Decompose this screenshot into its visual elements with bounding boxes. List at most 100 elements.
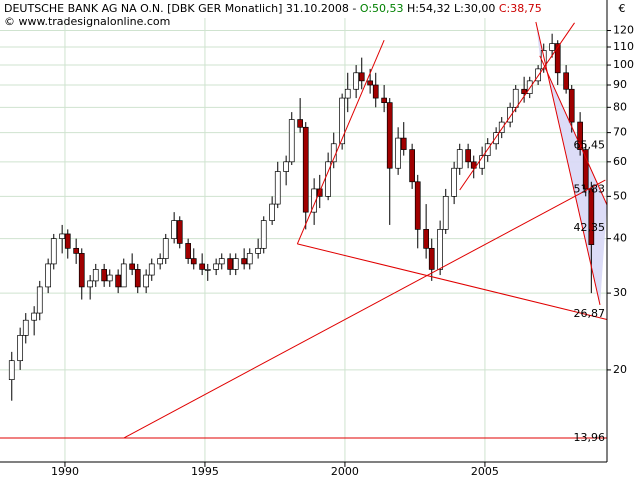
candle-body [554,43,561,74]
candle-body [339,97,345,145]
y-unit: € [619,2,626,15]
candle-body [17,335,24,362]
candle-body [36,286,43,314]
title-part: L:30,00 [454,2,495,15]
candle-body [120,263,127,288]
candle-body [213,263,219,270]
candle-body [479,155,485,169]
candle-body [274,171,281,205]
candle-body [353,72,359,90]
y-tick-label: 120 [613,24,634,37]
candle-body [227,258,233,270]
level-label: 26,87 [574,307,606,320]
candle-body [414,181,421,230]
channel-line [535,21,601,305]
candle-body [59,233,66,239]
y-tick-label: 100 [613,58,634,71]
candle-body [498,121,505,133]
x-tick-label: 1995 [191,465,219,478]
candle-body [31,312,38,321]
chart-title: DEUTSCHE BANK AG NA O.N. [DBK GER Monatl… [4,2,542,15]
level-label: 13,96 [574,431,606,444]
y-tick-label: 90 [613,78,627,91]
candle-body [148,263,155,276]
candle-body [297,119,303,128]
candle-body [568,88,575,123]
candle-body [22,319,29,336]
candle-body [563,72,569,90]
candle-body [269,203,275,221]
candle-body [302,126,309,213]
x-tick-label: 1990 [51,465,79,478]
candle-body [409,149,415,183]
candle-body [456,149,463,169]
subtitle: © www.tradesignalonline.com [4,15,170,28]
trend-line [297,243,607,320]
candle-body [171,220,177,239]
candle-body [395,137,401,169]
candle-body [73,247,80,254]
y-tick-label: 40 [613,232,627,245]
title-part: O:50,53 [360,2,404,15]
candle-body [185,243,191,259]
candle-body [204,269,211,271]
candle-body [134,269,141,288]
candle-body [311,188,317,213]
level-label: 42,35 [574,221,606,234]
y-tick-label: 60 [613,155,627,168]
candle-body [470,161,477,169]
title-part: C:38,75 [499,2,542,15]
plot-area [0,18,607,462]
y-tick-label: 80 [613,100,627,113]
title-part: DEUTSCHE BANK AG NA O.N. [DBK GER Monatl… [4,2,360,15]
candle-body [577,121,583,150]
candle-body [260,220,267,249]
candle-body [45,263,52,288]
candle-body [157,258,163,265]
candle-body [372,84,379,99]
candle-body [381,97,387,103]
candle-body [288,119,295,163]
candle-body [8,360,15,380]
candle-body [549,43,555,51]
y-tick-label: 30 [613,286,627,299]
candle-body [218,258,225,265]
candle-body [493,132,499,145]
candle-body [588,188,595,245]
candle-body [64,233,71,249]
y-tick-label: 50 [613,189,627,202]
candle-body [325,161,331,197]
candle-body [437,229,443,270]
candle-body [87,280,94,288]
trend-line [296,40,385,245]
candle-body [451,167,457,197]
candle-body [50,238,57,265]
candle-body [582,149,589,190]
candle-body [386,102,393,169]
channel-line [539,55,607,206]
candle-body [535,68,541,82]
trend-line [123,179,606,439]
title-part: H:54,32 [407,2,450,15]
candle-body [465,149,471,163]
candle-body [78,253,85,288]
candle-body [358,72,365,82]
candle-body [246,253,253,265]
x-tick-label: 2005 [471,465,499,478]
candle-body [143,274,150,288]
candle-body [101,269,108,282]
candle-body [512,88,519,108]
candle-body [521,88,527,94]
candle-body [199,263,205,270]
candle-body [255,247,261,254]
y-tick-label: 70 [613,126,627,139]
candle-body [92,269,99,282]
candle-body [316,188,323,197]
y-tick-label: 20 [613,363,627,376]
candle-body [400,137,407,150]
level-label: 51,83 [574,183,606,196]
candle-body [129,263,136,270]
y-tick-label: 110 [613,40,634,53]
candle-body [344,88,351,99]
